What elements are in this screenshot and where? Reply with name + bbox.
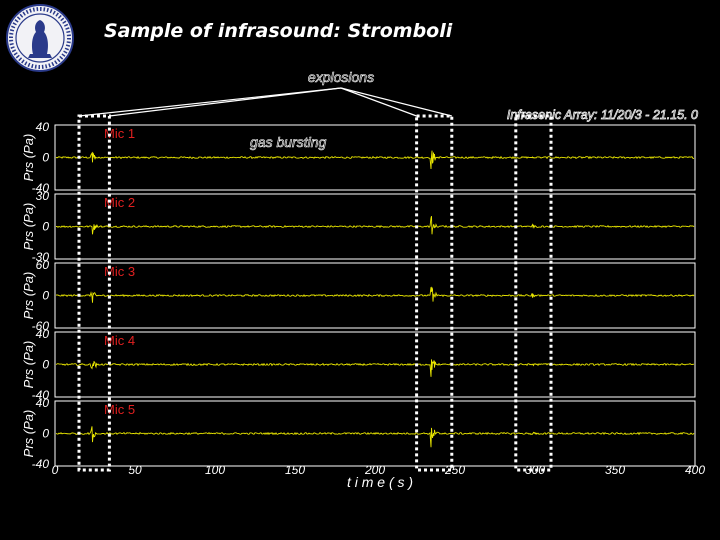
x-tick-label: 50 [128, 463, 142, 477]
mic-label: Mic 4 [104, 333, 135, 348]
y-tick-label: 40 [36, 396, 50, 410]
panel-frame [54, 262, 696, 329]
x-tick-label: 400 [685, 463, 705, 477]
mic-label: Mic 5 [104, 402, 135, 417]
x-tick-label: 350 [605, 463, 625, 477]
array-header-text: Infrasonic Array: 11/20/3 - 21.15. 0 [507, 108, 698, 122]
x-tick-label: 200 [364, 463, 385, 477]
y-tick-label: -30 [32, 250, 50, 264]
y-axis-label: Prs (Pa) [21, 203, 36, 251]
explosion-pointer-line [340, 87, 452, 117]
y-tick-label: 0 [42, 151, 49, 165]
y-axis-label: Prs (Pa) [21, 134, 36, 182]
y-tick-label: -40 [32, 181, 50, 195]
trace-series [55, 286, 695, 303]
x-tick-label: 0 [52, 463, 59, 477]
y-tick-label: 40 [36, 120, 50, 134]
highlight-window-2 [415, 114, 454, 472]
x-tick-label: 100 [205, 463, 225, 477]
mic-label: Mic 3 [104, 264, 135, 279]
y-axis-label: Prs (Pa) [21, 341, 36, 389]
panel-frame [54, 331, 696, 398]
trace-series [55, 426, 695, 448]
explosion-pointer-line [340, 87, 417, 117]
trace-series [55, 359, 695, 377]
y-tick-label: -40 [32, 457, 50, 471]
y-tick-label: 30 [36, 189, 50, 203]
y-tick-label: 0 [42, 220, 49, 234]
explosions-annotation: explosions [308, 69, 374, 85]
y-tick-label: -40 [32, 388, 50, 402]
y-tick-label: 0 [42, 358, 49, 372]
slide-title: Sample of infrasound: Stromboli [104, 20, 453, 42]
mic-label: Mic 2 [104, 195, 135, 210]
x-tick-label: 250 [444, 463, 465, 477]
x-tick-label: 150 [285, 463, 305, 477]
trace-series [55, 150, 694, 170]
university-seal-logo [6, 4, 74, 72]
y-axis-label: Prs (Pa) [21, 410, 36, 458]
y-tick-label: -60 [32, 319, 50, 333]
y-tick-label: 0 [42, 289, 49, 303]
panel-frame [54, 193, 696, 260]
x-axis-label: t i m e ( s ) [347, 474, 413, 490]
trace-series [56, 215, 695, 235]
y-tick-label: 40 [36, 327, 50, 341]
mic-label: Mic 1 [104, 126, 135, 141]
y-tick-label: 60 [36, 258, 50, 272]
panel-frame [54, 400, 696, 467]
highlight-window-3 [514, 114, 553, 472]
panel-frame [54, 124, 696, 191]
x-tick-label: 300 [525, 463, 545, 477]
gas-bursting-annotation: gas bursting [250, 134, 326, 150]
y-tick-label: 0 [42, 427, 49, 441]
y-axis-label: Prs (Pa) [21, 272, 36, 320]
explosion-pointer-line [78, 87, 342, 117]
explosion-pointer-line [109, 87, 342, 117]
